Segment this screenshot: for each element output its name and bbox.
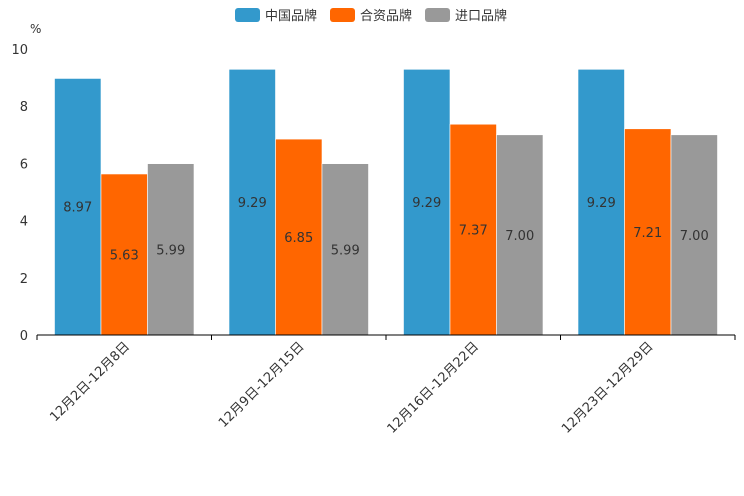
bar [228,69,276,336]
bars: 8.97 5.63 5.99 9.29 6.85 5.99 9.29 7.37 7.00 9.29… [54,69,718,336]
bar [577,69,625,336]
bar [147,163,195,336]
legend-swatch-2 [330,8,355,22]
legend-label-1: 中国品牌 [265,8,317,24]
data-label: 9.29 [238,196,267,211]
legend-swatch-3 [425,8,450,22]
legend-label-3: 进口品牌 [455,8,507,24]
bar [449,123,497,336]
bar [275,138,323,336]
bar [54,78,102,336]
data-label: 8.97 [63,201,92,216]
data-label: 7.00 [680,229,709,244]
legend-swatch-1 [235,8,260,22]
y-tick-label: 10 [11,43,28,58]
data-label: 5.99 [331,243,360,258]
y-tick-label: 8 [20,100,28,115]
legend: 中国品牌 合资品牌 进口品牌 [235,8,507,24]
data-label: 7.00 [505,229,534,244]
data-label: 9.29 [587,196,616,211]
data-label: 5.99 [156,243,185,258]
bar [670,134,718,336]
y-tick-label: 6 [20,157,28,172]
y-axis: 0 2 4 6 8 10 [11,43,28,344]
x-axis: 12月2日-12月8日 12月9日-12月15日 12月16日-12月22日 12月2… [36,334,736,437]
legend-label-2: 合资品牌 [360,8,412,24]
x-category-label: 12月23日-12月29日 [559,339,656,436]
data-label: 9.29 [412,196,441,211]
x-category-label: 12月16日-12月22日 [385,339,482,436]
data-label: 7.37 [459,224,488,239]
data-label: 7.21 [633,226,662,241]
bar [100,173,148,336]
y-tick-label: 2 [20,272,28,287]
bar [321,163,369,336]
y-tick-label: 0 [20,329,28,344]
x-category-label: 12月9日-12月15日 [216,339,308,431]
data-label: 6.85 [284,231,313,246]
y-tick-label: 4 [20,215,28,230]
x-category-label: 12月2日-12月8日 [47,339,133,425]
y-axis-unit-label: % [30,22,41,36]
data-label: 5.63 [110,248,139,263]
